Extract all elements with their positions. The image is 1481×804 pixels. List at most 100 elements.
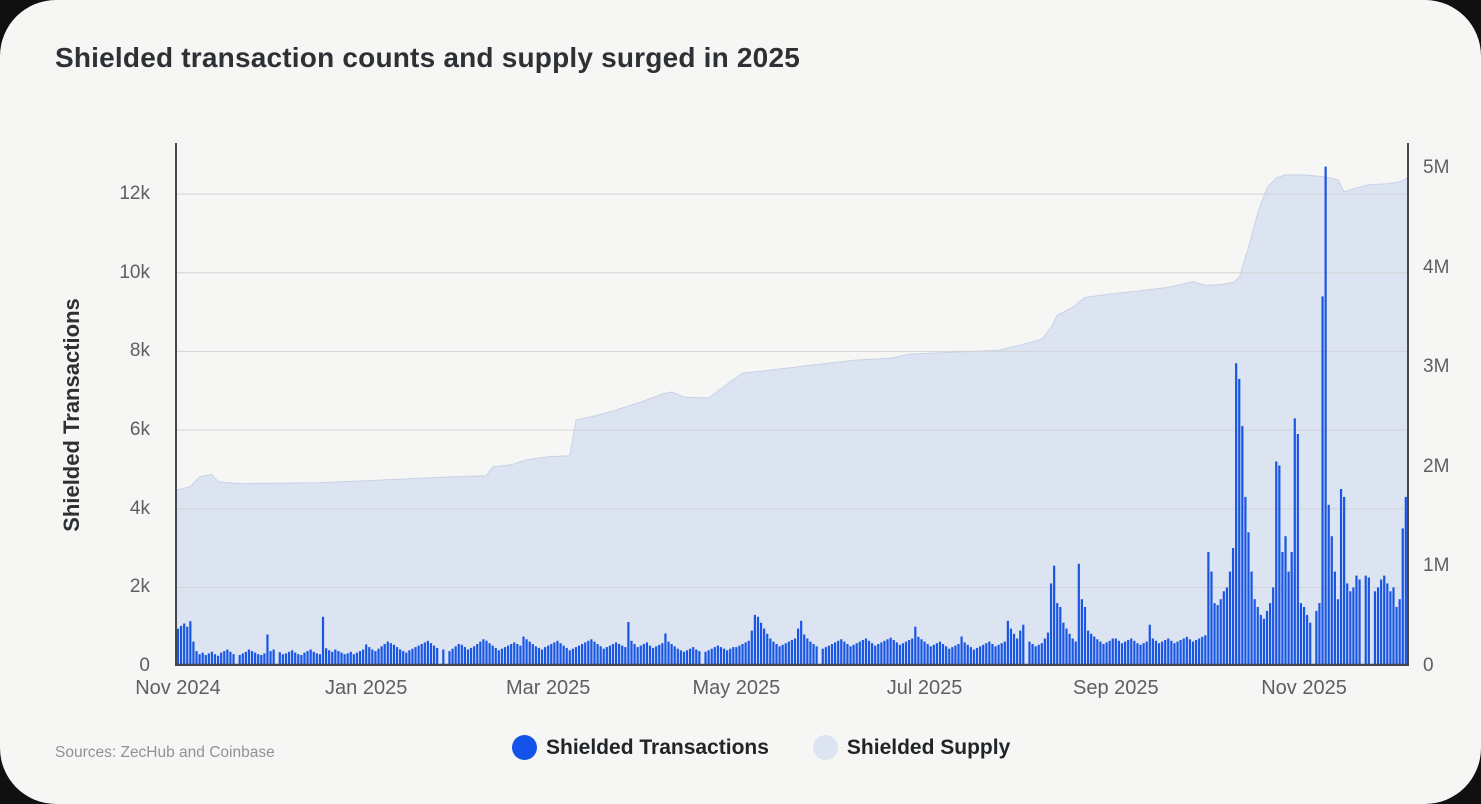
transaction-bar [257, 654, 260, 666]
transaction-bar [537, 647, 541, 666]
transaction-bar [454, 646, 457, 666]
transaction-bar [343, 654, 346, 666]
transaction-bar [1093, 636, 1096, 666]
transaction-bar [593, 641, 596, 666]
transaction-bar [707, 650, 710, 666]
transaction-bar [1182, 638, 1185, 666]
transaction-bar [226, 649, 229, 666]
transaction-bar [636, 647, 639, 666]
transaction-bar [796, 628, 800, 666]
transaction-bar [229, 651, 232, 666]
transaction-bar [1339, 489, 1343, 666]
transaction-bar [1364, 575, 1367, 666]
transaction-bar [1006, 620, 1009, 666]
transaction-bar [1278, 465, 1281, 666]
transaction-bar [1275, 461, 1278, 666]
x-axis-tick-label: May 2025 [692, 677, 781, 699]
transaction-bar [223, 651, 226, 666]
transaction-bar [1012, 633, 1016, 666]
transaction-bar [553, 642, 556, 666]
transaction-bar [1290, 552, 1293, 666]
transaction-bar [726, 650, 729, 666]
transaction-bar [528, 641, 531, 666]
x-axis-tick-label: Sep 2025 [1073, 677, 1159, 699]
transaction-bar [679, 650, 682, 666]
transaction-bar [494, 647, 497, 666]
transaction-bar [238, 655, 241, 666]
transaction-bar [1185, 636, 1188, 666]
transaction-bar [352, 654, 355, 666]
transaction-bar [426, 640, 429, 666]
transaction-bar [559, 643, 562, 666]
transaction-bar [383, 644, 386, 666]
transaction-bar [602, 648, 605, 666]
transaction-bar [722, 648, 726, 666]
transaction-bar [784, 643, 787, 666]
transaction-bar [793, 638, 797, 666]
transaction-bar [272, 649, 275, 666]
transaction-bar [1244, 496, 1247, 666]
transaction-bar [960, 636, 963, 666]
transaction-bar [1145, 641, 1148, 666]
transaction-bar [719, 647, 723, 666]
transaction-bar [645, 642, 649, 666]
transaction-bar [1114, 638, 1117, 666]
transaction-bar [1299, 603, 1303, 666]
transaction-bar [710, 648, 713, 666]
transaction-bar [250, 651, 254, 666]
transaction-bar [741, 644, 744, 666]
transaction-bar [923, 641, 926, 666]
transaction-bar [1167, 638, 1170, 666]
y-left-tick-label: 6k [129, 419, 150, 441]
transaction-bar [247, 649, 251, 666]
transaction-bar [525, 639, 528, 666]
transaction-bar [874, 645, 877, 666]
legend-item-shielded-transactions[interactable]: Shielded Transactions [512, 735, 769, 760]
transaction-bar [661, 643, 664, 666]
transaction-bar [1142, 643, 1145, 666]
transaction-bar [544, 647, 547, 666]
transaction-bar [969, 647, 972, 666]
transaction-bar [1136, 643, 1139, 666]
transaction-bar [1228, 571, 1232, 666]
transaction-bar [1395, 607, 1398, 666]
legend-item-shielded-supply[interactable]: Shielded Supply [812, 735, 1010, 760]
transaction-bar [368, 647, 371, 666]
transaction-bar [550, 644, 553, 666]
transaction-bar [979, 646, 982, 666]
transaction-bar [988, 641, 991, 666]
transaction-bar [1389, 591, 1392, 666]
y-left-tick-label: 0 [139, 655, 150, 676]
source-attribution: Sources: ZecHub and Coinbase [55, 744, 275, 761]
transaction-bar [1046, 632, 1050, 666]
transaction-bar [485, 640, 488, 666]
transaction-bar [704, 651, 707, 666]
transaction-bar [929, 646, 932, 666]
transaction-bar [186, 626, 189, 666]
transaction-bar [1296, 434, 1299, 666]
transaction-bar [775, 644, 778, 666]
transaction-bar [821, 648, 824, 666]
transaction-bar [571, 648, 574, 666]
transaction-bar [1034, 646, 1037, 666]
transaction-bar [596, 644, 599, 666]
transaction-bar [1133, 640, 1136, 666]
transaction-bar [963, 642, 966, 666]
transaction-bar [1102, 644, 1105, 666]
transaction-bar [630, 640, 633, 666]
transaction-bar [840, 639, 843, 666]
plot-area [175, 143, 1409, 666]
transaction-bar [1262, 618, 1266, 666]
transaction-bar [1346, 583, 1349, 666]
transaction-bar [565, 647, 568, 666]
transaction-bar [497, 650, 500, 666]
transaction-bar [420, 644, 423, 666]
transaction-bar [948, 648, 951, 666]
transaction-bar [513, 642, 516, 666]
transaction-bar [1268, 603, 1272, 666]
y-right-tick-label: 4M [1423, 256, 1450, 278]
transaction-bar [1009, 628, 1013, 666]
x-axis-tick-label: Nov 2024 [135, 677, 221, 699]
transaction-bar [581, 644, 584, 666]
transaction-bar [408, 650, 411, 666]
